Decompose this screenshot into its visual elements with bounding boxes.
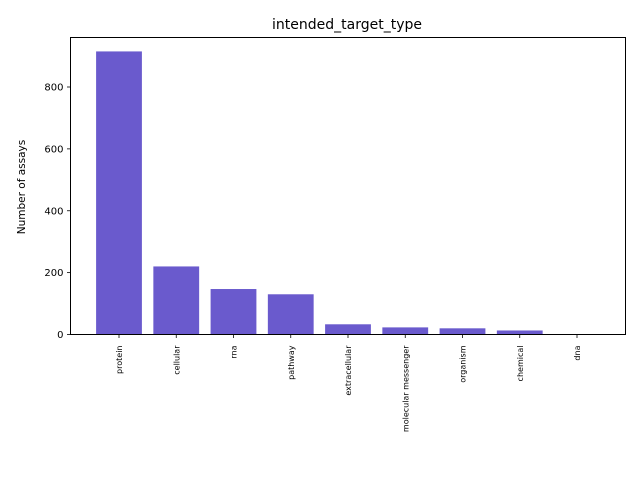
bars-group	[96, 51, 600, 335]
x-tick-label: protein	[115, 346, 124, 374]
x-tick-label: pathway	[287, 345, 296, 380]
y-tick-label: 200	[44, 268, 63, 279]
x-tick-label: organism	[459, 345, 468, 382]
x-tick-label: rna	[230, 345, 239, 358]
y-tick-label: 600	[44, 144, 63, 155]
bar-molecular-messenger	[382, 327, 429, 335]
x-tick-label: dna	[573, 345, 582, 360]
bar-protein	[96, 51, 142, 335]
y-tick-label: 400	[44, 206, 63, 217]
bar-cellular	[153, 266, 200, 335]
x-tick-label: extracellular	[344, 345, 353, 396]
bar-chemical	[496, 330, 543, 335]
y-tick-label: 800	[44, 83, 63, 94]
x-tick-label: chemical	[516, 346, 525, 382]
chart-title: intended_target_type	[272, 17, 422, 33]
bar-organism	[439, 328, 486, 335]
bar-rna	[210, 289, 257, 335]
bar-pathway	[267, 294, 314, 335]
x-axis-ticks: protein cellular rna pathway extracellular mo…	[115, 334, 582, 432]
plot-frame	[70, 37, 626, 335]
y-axis-label: Number of assays	[16, 140, 28, 234]
y-tick-label: 0	[57, 330, 63, 341]
bar-extracellular	[325, 324, 371, 335]
y-axis-ticks: 0 200 400 600 800	[44, 83, 71, 341]
x-tick-label: molecular messenger	[401, 345, 410, 432]
x-tick-label: cellular	[172, 345, 181, 375]
